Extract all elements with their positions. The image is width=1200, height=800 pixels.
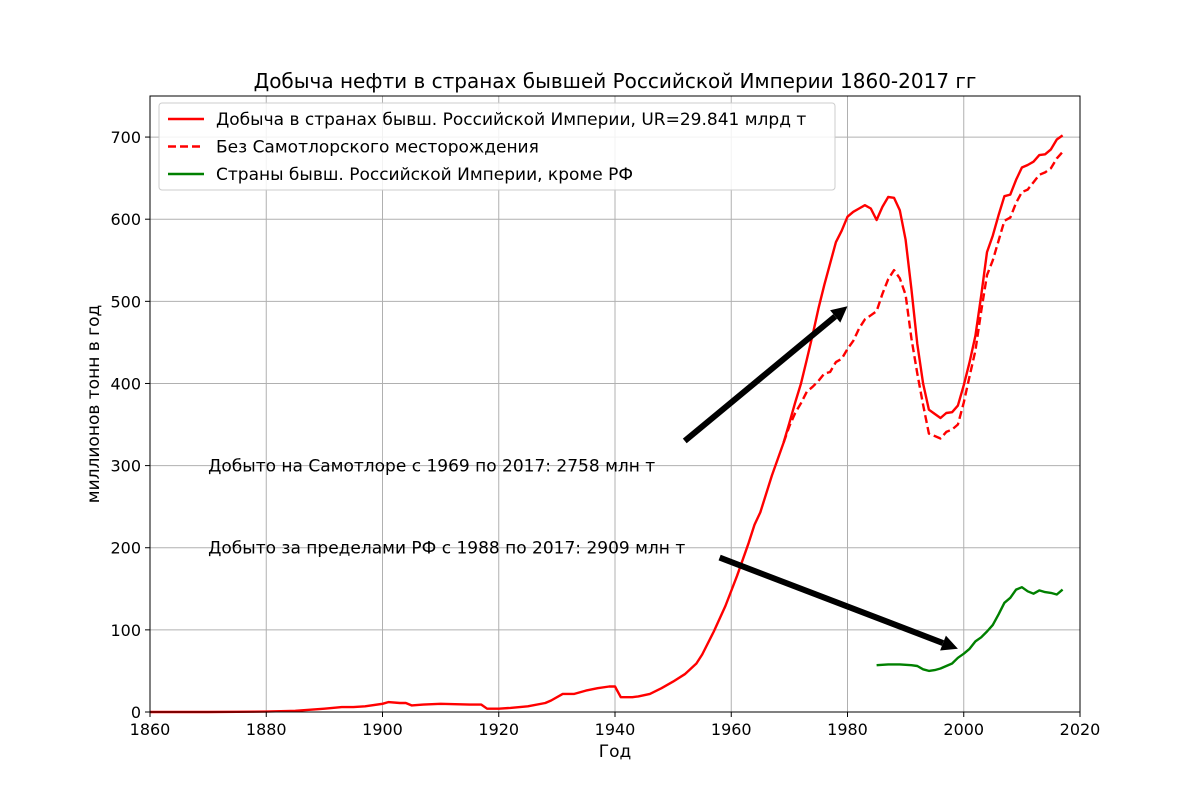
legend-label-2: Страны бывш. Российской Империи, кроме Р… — [216, 165, 633, 185]
annotation-arrow-shaft — [682, 314, 838, 444]
legend-label-0: Добыча в странах бывш. Российской Импери… — [216, 110, 806, 130]
y-axis-label: миллионов тонн в год — [84, 305, 104, 503]
y-axis: 0 100 200 300 400 500 600 700 — [110, 128, 150, 722]
x-axis-label: Год — [599, 742, 632, 762]
y-tick-label: 200 — [110, 539, 141, 558]
y-tick-label: 700 — [110, 128, 141, 147]
legend-box — [158, 102, 836, 191]
x-tick-label: 1980 — [827, 720, 868, 739]
annotations: Добыто на Самотлоре с 1969 по 2017: 2758… — [208, 306, 958, 651]
chart-title: Добыча нефти в странах бывшей Российской… — [254, 69, 977, 93]
series-line-2 — [876, 586, 1064, 673]
x-axis: 1860 1880 1900 1920 1940 1960 1980 2000 2020 — [130, 712, 1101, 739]
y-tick-label: 500 — [110, 292, 141, 311]
annotation-text: Добыто на Самотлоре с 1969 по 2017: 2758… — [208, 457, 655, 477]
x-tick-label: 1940 — [595, 720, 636, 739]
y-tick-label: 400 — [110, 374, 141, 393]
annotation-text: Добыто за пределами РФ с 1988 по 2017: 2… — [208, 539, 685, 559]
series-line-0 — [150, 134, 1064, 714]
annotation-arrow-head — [940, 635, 958, 651]
plot-area — [150, 134, 1064, 714]
legend-label-1: Без Самотлорского месторождения — [216, 138, 539, 158]
x-tick-label: 1960 — [711, 720, 752, 739]
annotation-arrow-head — [830, 306, 848, 323]
x-tick-label: 2000 — [943, 720, 984, 739]
y-tick-label: 100 — [110, 621, 141, 640]
x-tick-label: 1860 — [130, 720, 171, 739]
y-tick-label: 600 — [110, 210, 141, 229]
y-tick-label: 0 — [131, 703, 141, 722]
series-line-1 — [782, 151, 1064, 444]
annotation-arrow-shaft — [718, 554, 945, 646]
x-tick-label: 1880 — [246, 720, 287, 739]
x-tick-label: 2020 — [1060, 720, 1101, 739]
legend: Добыча в странах бывш. Российской Импери… — [158, 102, 836, 191]
x-tick-label: 1900 — [362, 720, 403, 739]
x-tick-label: 1920 — [478, 720, 519, 739]
y-tick-label: 300 — [110, 457, 141, 476]
